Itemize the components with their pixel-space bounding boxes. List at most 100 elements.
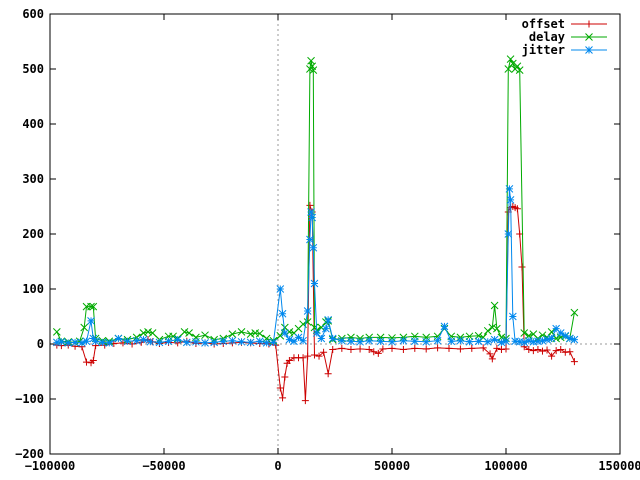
x-tick-label: 50000 <box>374 459 410 473</box>
jitter-point <box>376 337 385 346</box>
offset-point <box>493 344 501 352</box>
y-tick-label: 300 <box>22 172 44 186</box>
jitter-point <box>456 336 465 345</box>
offset-point <box>552 347 560 355</box>
delay-point <box>388 334 396 342</box>
series-jitter <box>52 185 579 347</box>
delay-point <box>139 329 148 337</box>
offset-point <box>570 358 578 366</box>
offset-point <box>561 348 569 356</box>
jitter-point <box>71 338 79 347</box>
jitter-point <box>246 338 255 347</box>
offset-point <box>548 352 556 360</box>
jitter-point <box>82 337 91 346</box>
y-tick-label: 600 <box>22 7 44 21</box>
offset-point <box>486 350 494 358</box>
offset-point <box>488 355 496 363</box>
jitter-point <box>182 338 191 347</box>
jitter-point <box>276 285 285 293</box>
jitter-point <box>57 337 66 346</box>
jitter-point <box>105 339 114 347</box>
jitter-point <box>497 338 506 347</box>
jitter-point <box>410 337 419 346</box>
delay-point <box>474 331 483 340</box>
jitter-point <box>505 185 514 193</box>
offset-point <box>538 347 546 355</box>
y-tick-label: 100 <box>22 282 44 296</box>
offset-point <box>388 344 396 352</box>
jitter-point <box>328 334 337 343</box>
offset-point <box>456 345 464 353</box>
delay-point <box>87 302 95 311</box>
offset-point <box>468 344 476 352</box>
delay-point <box>465 332 474 341</box>
offset-point <box>276 384 284 392</box>
jitter-point <box>365 336 374 345</box>
jitter-point <box>538 336 547 345</box>
y-tick-label: 500 <box>22 62 44 76</box>
delay-point <box>201 331 209 340</box>
jitter-point <box>91 337 100 346</box>
delay-point <box>285 328 294 336</box>
offset-point <box>301 397 309 405</box>
jitter-point <box>504 230 513 238</box>
jitter-point <box>114 334 123 343</box>
offset-point <box>411 344 419 352</box>
delay-point <box>515 66 524 74</box>
delay-point <box>493 324 501 333</box>
jitter-point <box>502 337 510 346</box>
offset-point <box>557 346 565 353</box>
jitter-point <box>543 335 551 344</box>
delay-point <box>317 323 326 332</box>
jitter-point <box>155 338 164 347</box>
offset-point <box>306 201 314 209</box>
jitter-point <box>399 336 408 345</box>
y-tick-label: 400 <box>22 117 44 131</box>
plot-frame <box>49 13 621 455</box>
delay-point <box>144 328 152 336</box>
delay-point <box>246 330 255 338</box>
jitter-point <box>285 335 294 344</box>
y-tick-label: 0 <box>37 337 44 351</box>
jitter-point <box>506 196 515 204</box>
offset-point <box>374 349 382 357</box>
jitter-point <box>356 337 364 346</box>
delay-point <box>52 328 61 336</box>
delay-point <box>89 302 98 311</box>
jitter-point <box>228 336 237 345</box>
offset-point <box>329 346 337 353</box>
jitter-point <box>303 307 312 315</box>
offset-point <box>422 345 430 353</box>
jitter-point <box>565 334 574 343</box>
jitter-point <box>146 337 155 346</box>
offset-point <box>434 344 442 352</box>
delay-point <box>504 65 513 73</box>
jitter-point <box>570 335 579 344</box>
offset-point <box>285 357 293 364</box>
jitter-point <box>87 317 95 325</box>
x-tick-label: 150000 <box>598 459 640 473</box>
jitter-point <box>483 337 492 346</box>
jitter-point <box>465 337 474 346</box>
legend-label-offset: offset <box>522 17 565 31</box>
jitter-point <box>433 336 442 345</box>
jitter-point <box>78 339 86 347</box>
offset-point <box>347 346 355 353</box>
delay-point <box>376 333 385 342</box>
jitter-point <box>347 337 355 346</box>
offset-point <box>399 346 407 353</box>
offset-point <box>320 348 328 356</box>
delay-point <box>570 308 579 317</box>
offset-point <box>356 345 364 353</box>
jitter-point <box>132 336 141 345</box>
jitter-point <box>547 334 556 343</box>
delay-point <box>309 66 318 74</box>
jitter-point <box>64 339 73 347</box>
jitter-point <box>490 335 499 344</box>
jitter-point <box>192 337 200 346</box>
jitter-point <box>269 338 278 347</box>
offset-point <box>324 370 332 378</box>
jitter-point <box>98 338 107 347</box>
series-delay <box>52 55 579 347</box>
